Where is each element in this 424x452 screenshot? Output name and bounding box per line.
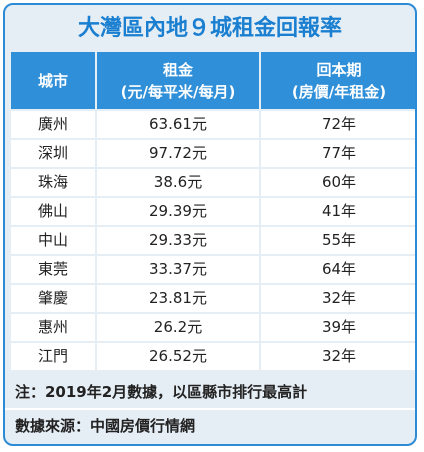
table-cell: 佛山 — [11, 198, 95, 225]
header-sub: (元/每平米/每月) — [120, 82, 236, 101]
table-cell: 72年 — [261, 111, 415, 138]
table-cell: 77年 — [261, 140, 415, 167]
table-cell: 29.33元 — [97, 227, 259, 254]
header-label: 城市 — [37, 71, 68, 90]
table-cell: 23.81元 — [97, 285, 259, 312]
table-cell: 29.39元 — [97, 198, 259, 225]
header-sub: (房價/年租金) — [291, 82, 387, 101]
table-cell: 41年 — [261, 198, 415, 225]
table-cell: 64年 — [261, 256, 415, 283]
note: 數據來源：中國房價行情網 — [5, 408, 415, 442]
table-cell: 江門 — [11, 343, 95, 370]
notes: 注：2019年2月數據，以區縣市排行最高計數據來源：中國房價行情網 — [5, 376, 415, 442]
table: 城市 租金 (元/每平米/每月) 回本期 (房價/年租金) 廣州 63.61元 72年深圳 97… — [11, 52, 415, 370]
table-cell: 深圳 — [11, 140, 95, 167]
table-cell: 39年 — [261, 314, 415, 341]
header-label: 租金 — [162, 60, 193, 79]
table-cell: 60年 — [261, 169, 415, 196]
table-cell: 63.61元 — [97, 111, 259, 138]
table-cell: 肇慶 — [11, 285, 95, 312]
header-cell: 城市 — [11, 52, 95, 109]
table-cell: 33.37元 — [97, 256, 259, 283]
table-cell: 中山 — [11, 227, 95, 254]
table-cell: 東莞 — [11, 256, 95, 283]
table-cell: 38.6元 — [97, 169, 259, 196]
table-cell: 惠州 — [11, 314, 95, 341]
table-cell: 廣州 — [11, 111, 95, 138]
header-cell: 回本期 (房價/年租金) — [261, 52, 415, 109]
table-cell: 26.52元 — [97, 343, 259, 370]
header-label: 回本期 — [316, 60, 362, 79]
table-cell: 32年 — [261, 343, 415, 370]
table-cell: 32年 — [261, 285, 415, 312]
table-cell: 26.2元 — [97, 314, 259, 341]
table-cell: 珠海 — [11, 169, 95, 196]
note: 注：2019年2月數據，以區縣市排行最高計 — [15, 383, 308, 401]
frame: 大灣區內地９城租金回報率 城市 租金 (元/每平米/每月) 回本期 (房價/年租金) 廣州… — [3, 3, 417, 446]
table-cell: 55年 — [261, 227, 415, 254]
title: 大灣區內地９城租金回報率 — [77, 16, 342, 41]
table-cell: 97.72元 — [97, 140, 259, 167]
header-cell: 租金 (元/每平米/每月) — [97, 52, 259, 109]
